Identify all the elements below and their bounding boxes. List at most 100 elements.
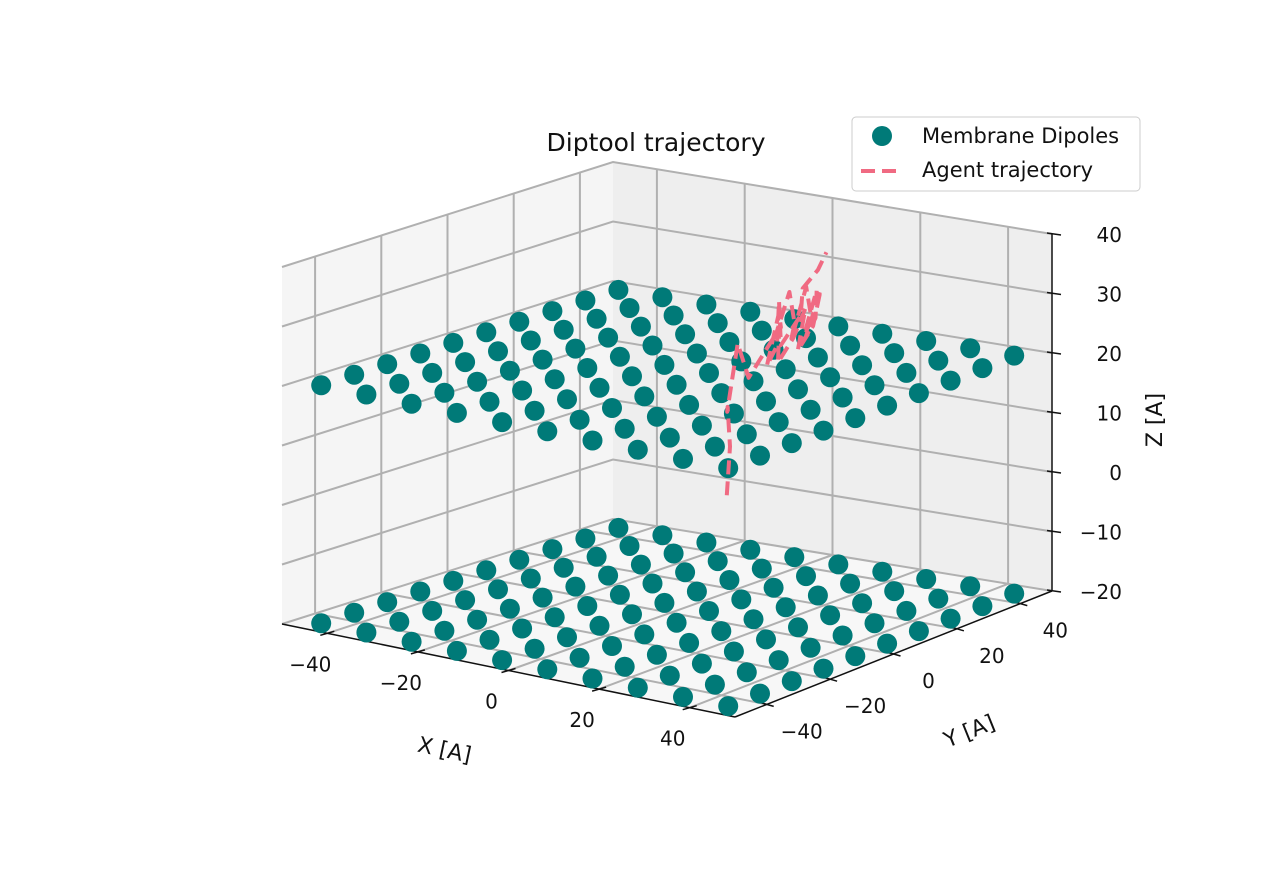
x-tick bbox=[682, 704, 697, 711]
chart-title: Diptool trajectory bbox=[547, 128, 766, 157]
x-tick-label: −20 bbox=[380, 671, 422, 695]
x-axis-label: X [A] bbox=[415, 733, 473, 769]
dipole-marker bbox=[699, 601, 719, 621]
dipole-marker bbox=[832, 625, 853, 646]
dipole-marker bbox=[691, 653, 712, 674]
dipole-marker bbox=[884, 343, 905, 364]
dipole-marker bbox=[940, 370, 961, 391]
dipole-marker bbox=[864, 613, 885, 634]
dipole-marker bbox=[565, 576, 586, 597]
dipole-marker bbox=[972, 358, 993, 379]
dipole-marker bbox=[542, 301, 563, 322]
dipole-marker bbox=[499, 598, 520, 619]
dipole-marker bbox=[608, 279, 629, 300]
dipole-marker bbox=[537, 421, 558, 442]
dipole-marker bbox=[422, 362, 443, 383]
dipole-marker bbox=[652, 287, 673, 308]
dipole-marker bbox=[344, 364, 365, 385]
dipole-marker bbox=[467, 371, 488, 392]
dipole-marker bbox=[577, 358, 598, 378]
dipole-marker bbox=[443, 570, 464, 591]
dipole-marker bbox=[768, 412, 789, 433]
dipole-marker bbox=[718, 696, 739, 717]
y-axis-label: Y [A] bbox=[940, 711, 999, 754]
dipole-marker bbox=[589, 377, 610, 398]
z-tick-label: 0 bbox=[1109, 461, 1122, 485]
dipole-marker bbox=[524, 400, 545, 421]
dipole-marker bbox=[446, 402, 467, 423]
dipole-marker bbox=[828, 554, 849, 575]
dipole-marker bbox=[852, 593, 873, 614]
dipole-marker bbox=[356, 622, 377, 643]
dipole-marker bbox=[446, 640, 467, 661]
y-tick-label: 0 bbox=[922, 669, 935, 693]
x-tick bbox=[501, 667, 516, 674]
dipole-marker bbox=[686, 581, 707, 602]
dipole-marker bbox=[928, 588, 949, 609]
dipole-marker bbox=[908, 383, 929, 404]
dipole-marker bbox=[820, 605, 841, 626]
dipole-marker bbox=[877, 633, 898, 654]
dipole-marker bbox=[781, 433, 802, 454]
dipole-marker bbox=[828, 316, 849, 337]
dipole-marker bbox=[679, 632, 700, 653]
dipole-marker bbox=[743, 609, 764, 630]
dipole-marker bbox=[311, 375, 332, 396]
dipole-marker bbox=[586, 546, 607, 567]
dipole-marker bbox=[499, 360, 520, 381]
axis-ticks: −40 −20 0 20 40 −40 −20 0 20 40 −20 −10 0 10 20 30 40 bbox=[281, 223, 1122, 751]
dipole-marker bbox=[646, 644, 667, 665]
dipole-marker bbox=[807, 347, 828, 368]
dipole-marker bbox=[756, 629, 776, 650]
dipole-marker bbox=[634, 624, 655, 645]
dipole-marker bbox=[679, 394, 700, 415]
dipole-marker bbox=[845, 646, 866, 667]
dipole-marker bbox=[401, 393, 422, 414]
dipole-marker bbox=[711, 621, 732, 642]
dipole-marker bbox=[788, 617, 808, 638]
legend-marker-membrane-dipoles bbox=[872, 126, 892, 146]
y-tick-label: −40 bbox=[781, 719, 823, 743]
x-tick bbox=[410, 649, 426, 655]
dipole-marker bbox=[488, 579, 508, 600]
dipole-marker bbox=[609, 584, 630, 605]
dipole-marker bbox=[768, 650, 789, 671]
dipole-marker bbox=[1004, 345, 1025, 366]
dipole-marker bbox=[569, 647, 590, 668]
dipole-marker bbox=[896, 362, 917, 383]
dipole-marker bbox=[960, 576, 981, 597]
dipole-marker bbox=[666, 612, 687, 633]
z-tick bbox=[1046, 589, 1062, 593]
x-tick-label: −40 bbox=[289, 652, 331, 676]
dipole-marker bbox=[356, 384, 377, 405]
dipole-marker bbox=[577, 596, 598, 616]
z-tick-label: −20 bbox=[1080, 580, 1122, 604]
dipole-marker bbox=[479, 391, 500, 412]
dipole-marker bbox=[634, 386, 655, 407]
z-tick bbox=[1046, 470, 1062, 474]
dipole-marker bbox=[896, 600, 917, 621]
dipole-marker bbox=[537, 659, 558, 680]
dipole-marker bbox=[627, 677, 648, 698]
x-tick-label: 20 bbox=[569, 708, 594, 732]
grid-line-z bbox=[281, 458, 1053, 566]
dipole-marker bbox=[532, 587, 553, 608]
z-tick bbox=[1046, 351, 1062, 355]
legend-label-agent-trajectory: Agent trajectory bbox=[922, 158, 1093, 182]
dipole-marker bbox=[972, 596, 993, 617]
dipole-marker bbox=[763, 577, 784, 598]
dipole-marker bbox=[455, 590, 476, 611]
dipole-marker bbox=[696, 294, 717, 315]
dipole-marker bbox=[476, 322, 497, 343]
z-tick-label: 30 bbox=[1097, 283, 1122, 307]
dipole-marker bbox=[884, 581, 905, 602]
dipole-marker bbox=[877, 395, 898, 416]
dipole-marker bbox=[492, 412, 513, 433]
dipole-marker bbox=[775, 597, 796, 618]
dipole-marker bbox=[852, 355, 873, 376]
dipole-marker bbox=[575, 290, 596, 311]
dipole-marker bbox=[807, 585, 828, 606]
y-tick-label: −20 bbox=[844, 694, 886, 718]
dipole-marker bbox=[659, 665, 680, 686]
dipole-marker bbox=[751, 320, 772, 341]
